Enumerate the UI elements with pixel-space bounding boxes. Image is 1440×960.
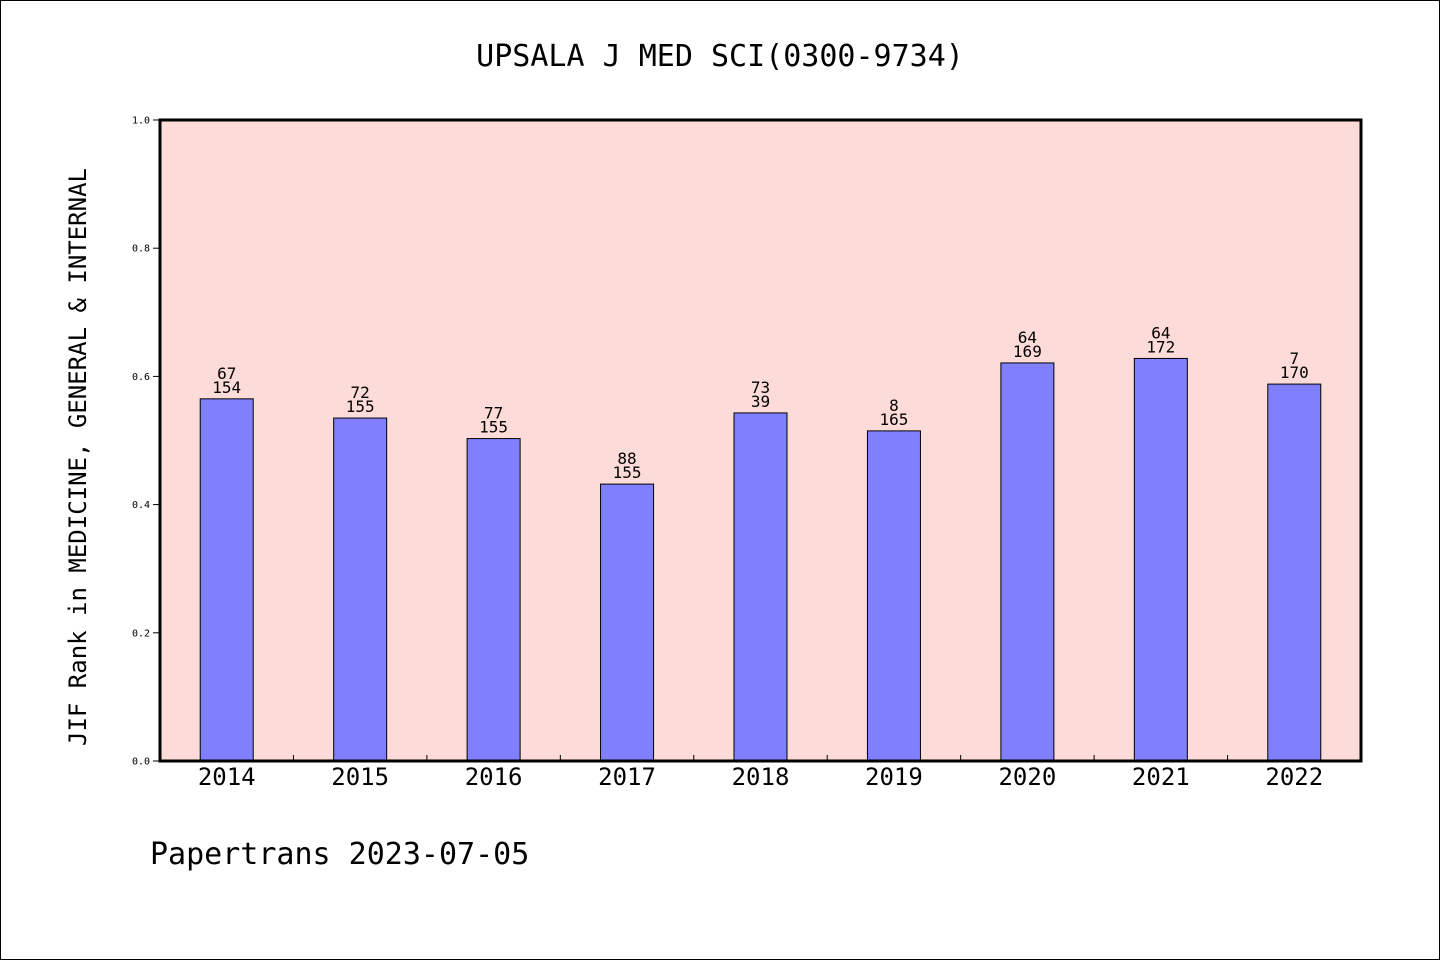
y-tick-label: 1.0: [132, 116, 150, 127]
y-tick-label: 0.0: [132, 757, 150, 768]
plot-border: [158, 118, 1363, 763]
bar-total-label: 165: [879, 410, 908, 429]
bar: [1000, 362, 1055, 762]
x-tick-label: 2014: [198, 763, 256, 791]
bar-rank-label: 64: [1018, 328, 1037, 347]
bar: [466, 438, 521, 762]
bar-rank-label: 72: [351, 383, 370, 402]
y-tick-label: 0.8: [132, 244, 150, 255]
bar: [866, 430, 921, 762]
x-tick-label: 2020: [998, 763, 1056, 791]
bar-rank-label: 77: [484, 404, 503, 423]
bar-rank-label: 8: [889, 396, 899, 415]
bar-rank-label: 73: [751, 378, 770, 397]
bar-rank-label: 64: [1151, 323, 1170, 342]
y-tick-label: 0.4: [132, 500, 150, 511]
bar: [199, 398, 254, 762]
bar: [333, 417, 388, 762]
bar-rank-label: 67: [217, 364, 236, 383]
bar-total-label: 155: [613, 463, 642, 482]
bar-total-label: 170: [1280, 363, 1309, 382]
x-tick-label: 2022: [1265, 763, 1323, 791]
bar-total-label: 155: [479, 418, 508, 437]
footer-credit: Papertrans 2023-07-05: [150, 837, 529, 872]
y-axis: 0.0 0.2 0.4 0.6 0.8 1.0: [132, 116, 160, 768]
x-axis: 2014 2015 2016 2017 2018 2019 2020 2021 2022: [198, 755, 1323, 791]
y-tick-label: 0.6: [132, 372, 150, 383]
x-tick-label: 2015: [331, 763, 389, 791]
bar-rank-label: 7: [1289, 349, 1299, 368]
bar-rank-label: 88: [617, 449, 636, 468]
bar-total-label: 169: [1013, 342, 1042, 361]
bar-total-label: 155: [346, 397, 375, 416]
chart-title: UPSALA J MED SCI(0300-9734): [476, 39, 964, 74]
x-tick-label: 2016: [465, 763, 523, 791]
x-tick-label: 2017: [598, 763, 656, 791]
bar-total-label: 154: [212, 378, 241, 397]
x-tick-label: 2019: [865, 763, 923, 791]
bar: [1267, 383, 1322, 762]
bar: [600, 483, 655, 762]
y-axis-label: JIF Rank in MEDICINE, GENERAL & INTERNAL: [64, 168, 92, 746]
bar-total-label: 172: [1146, 337, 1175, 356]
y-tick-label: 0.2: [132, 628, 150, 639]
x-tick-label: 2021: [1132, 763, 1190, 791]
x-tick-label: 2018: [732, 763, 790, 791]
bar: [733, 412, 788, 762]
bar-total-label: 39: [751, 392, 770, 411]
bar: [1133, 357, 1188, 762]
